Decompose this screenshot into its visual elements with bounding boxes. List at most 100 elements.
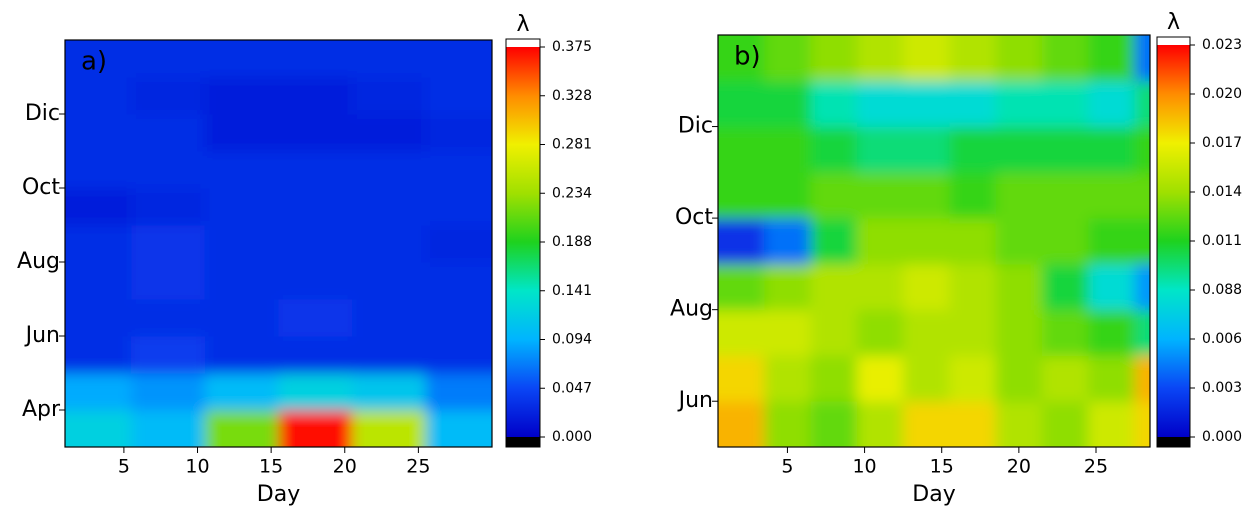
x-axis-title: Day (257, 482, 300, 507)
colorbar-tick-label: 0.014 (1202, 184, 1242, 200)
contour-cell (1088, 126, 1136, 173)
contour-cell (131, 336, 206, 374)
contour-cell (65, 114, 132, 152)
contour-cell (810, 309, 858, 356)
contour-cell (352, 336, 427, 374)
contour-cell (65, 336, 132, 374)
contour-cell (949, 126, 997, 173)
colorbar (506, 47, 540, 437)
contour-cell (995, 126, 1043, 173)
contour-cell (131, 225, 206, 263)
contour-cell (278, 262, 353, 300)
contour-cell (1088, 401, 1136, 447)
colorbar-tick-label: 0.234 (552, 185, 592, 201)
colorbar (1157, 45, 1190, 437)
contour-cell (995, 80, 1043, 128)
contour-cell (204, 40, 279, 78)
contour-cell (1088, 355, 1136, 402)
plot-frame (717, 34, 1151, 448)
contour-cell (718, 263, 765, 311)
contour-cell (995, 355, 1043, 402)
contour-cell (764, 218, 812, 265)
contour-cell (131, 373, 206, 411)
contour-cell (1134, 172, 1150, 219)
contour-cell (903, 35, 950, 82)
contour-cell (425, 77, 492, 115)
contour-cell (278, 373, 353, 411)
contour-cell (949, 309, 997, 356)
contour-cell (764, 355, 812, 402)
y-tick-label: Dic (25, 101, 60, 126)
contour-cell (903, 218, 950, 265)
x-tick-label: 5 (118, 456, 130, 478)
contour-cell (718, 80, 765, 128)
contour-cell (949, 35, 997, 82)
contour-cell (1042, 218, 1089, 265)
y-tick-label: Oct (22, 175, 60, 200)
contour-cell (352, 225, 427, 263)
contour-cell (278, 299, 353, 337)
contour-cell (1088, 309, 1136, 356)
contour-cell (204, 114, 279, 152)
contour-cell (1042, 355, 1089, 402)
y-tick-label: Jun (677, 388, 713, 413)
contour-cell (204, 410, 279, 447)
contour-cell (949, 355, 997, 402)
contour-cell (718, 401, 765, 447)
contour-cell (278, 77, 353, 115)
contour-cell (131, 188, 206, 226)
contour-cell (856, 172, 904, 219)
contour-cell (995, 218, 1043, 265)
contour-cell (1042, 126, 1089, 173)
contour-cell (764, 126, 812, 173)
contour-cell (131, 299, 206, 337)
colorbar-title: λ (516, 12, 529, 37)
contour-cell (903, 263, 950, 311)
contour-cell (764, 172, 812, 219)
y-tick-label: Dic (678, 114, 713, 139)
contour-cell (1042, 172, 1089, 219)
contour-cell (131, 114, 206, 152)
contour-cell (810, 80, 858, 128)
x-tick-label: 10 (852, 456, 876, 478)
contour-cell (949, 401, 997, 447)
colorbar-tick-label: 0.375 (552, 39, 592, 55)
contour-cell (764, 401, 812, 447)
contour-cell (352, 40, 427, 78)
colorbar-tick-label: 0.047 (552, 380, 592, 396)
contour-cell (995, 172, 1043, 219)
contour-cell (352, 262, 427, 300)
contour-cell (810, 263, 858, 311)
colorbar-tick-label: 0.000 (1202, 429, 1242, 445)
colorbar-tick-label: 0.023 (1202, 37, 1242, 53)
contour-cell (856, 35, 904, 82)
contour-cell (810, 126, 858, 173)
contour-cell (425, 225, 492, 263)
x-tick-label: 15 (259, 456, 283, 478)
contour-cell (949, 263, 997, 311)
colorbar-top-cap (506, 39, 540, 47)
contour-cell (65, 410, 132, 447)
contour-cell (278, 336, 353, 374)
contour-cell (856, 401, 904, 447)
colorbar-tick-label: 0.011 (1202, 233, 1242, 249)
y-tick-label: Aug (670, 297, 713, 322)
y-tick-label: Aug (17, 249, 60, 274)
contour-field (718, 35, 1150, 447)
contour-cell (278, 40, 353, 78)
y-tick-label: Oct (675, 205, 713, 230)
contour-cell (810, 355, 858, 402)
contour-cell (352, 373, 427, 411)
contour-cell (1042, 263, 1089, 311)
contour-cell (1134, 126, 1150, 173)
colorbar-tick-label: 0.000 (552, 429, 592, 445)
contour-cell (903, 401, 950, 447)
contour-cell (856, 126, 904, 173)
y-tick-label: Apr (22, 397, 61, 422)
contour-cell (278, 151, 353, 189)
contour-cell (425, 262, 492, 300)
colorbar-tick-label: 0.094 (552, 332, 592, 348)
colorbar-tick-label: 0.188 (552, 234, 592, 250)
contour-cell (425, 410, 492, 447)
x-tick-label: 5 (781, 456, 793, 478)
